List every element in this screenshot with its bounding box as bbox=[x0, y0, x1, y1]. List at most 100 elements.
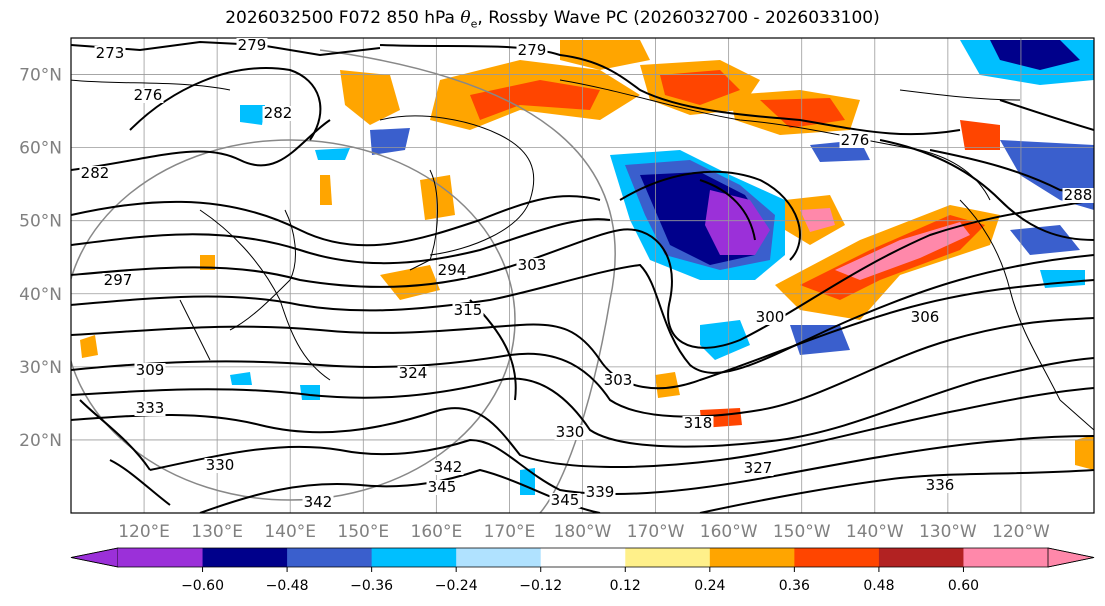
latitude-label: 30°N bbox=[19, 358, 62, 378]
contour-label-bg bbox=[452, 303, 484, 318]
longitude-label: 160°W bbox=[700, 522, 758, 542]
contour-label-bg bbox=[236, 38, 268, 53]
longitude-label: 130°E bbox=[191, 522, 243, 542]
colorbar-segment bbox=[202, 548, 288, 567]
contour-label: 345 bbox=[428, 478, 457, 496]
colorbar-segment bbox=[625, 548, 711, 567]
longitude-label: 150°W bbox=[773, 522, 831, 542]
colorbar-tick-label: −0.12 bbox=[519, 578, 562, 594]
contour-label-bg bbox=[134, 363, 166, 378]
longitude-label: 160°E bbox=[411, 522, 463, 542]
contour-label-bg bbox=[682, 416, 714, 431]
contour-label-bg bbox=[909, 310, 941, 325]
contour-label: 342 bbox=[304, 493, 333, 511]
map-frame bbox=[70, 37, 1095, 514]
contour-label: 294 bbox=[438, 261, 467, 279]
contour-label: 303 bbox=[518, 256, 547, 274]
contour-label-bg bbox=[94, 46, 126, 61]
colorbar-extend-low bbox=[70, 547, 119, 568]
longitude-label: 120°W bbox=[992, 522, 1050, 542]
contour-label: 330 bbox=[206, 456, 235, 474]
contour-label-bg bbox=[302, 495, 334, 510]
colorbar-tick-label: 0.12 bbox=[610, 578, 641, 594]
longitude-label: 170°E bbox=[484, 522, 536, 542]
colorbar-segment bbox=[709, 548, 795, 567]
contour-label-bg bbox=[436, 263, 468, 278]
contour-label: 345 bbox=[551, 491, 580, 509]
contour-label-bg bbox=[432, 460, 464, 475]
contour-label-bg bbox=[1062, 188, 1094, 203]
contour-label: 282 bbox=[264, 104, 293, 122]
contour-label-bg bbox=[516, 43, 548, 58]
longitude-label: 180°W bbox=[554, 522, 612, 542]
contour-label: 300 bbox=[756, 308, 785, 326]
longitude-label: 170°W bbox=[627, 522, 685, 542]
contour-label-bg bbox=[602, 373, 634, 388]
contour-label: 318 bbox=[684, 414, 713, 432]
contour-label-bg bbox=[742, 461, 774, 476]
contour-labels: 273 279 276 282 279 276 282 288 294 303 297 315 306 3… bbox=[79, 36, 1094, 511]
colorbar-segment bbox=[371, 548, 457, 567]
colorbar-outline bbox=[70, 547, 1095, 568]
latitude-label: 50°N bbox=[19, 212, 62, 232]
colorbar-tick-label: −0.60 bbox=[181, 578, 224, 594]
contour-label: 297 bbox=[104, 271, 133, 289]
graticule bbox=[71, 38, 1094, 513]
coastlines bbox=[71, 79, 1094, 431]
contour-label-bg bbox=[554, 425, 586, 440]
colorbar-segment bbox=[540, 548, 626, 567]
contour-label: 342 bbox=[434, 458, 463, 476]
colorbar-segment bbox=[963, 548, 1049, 567]
colorbar-tick-label: −0.36 bbox=[350, 578, 393, 594]
colorbar-segment bbox=[878, 548, 964, 567]
contour-label: 273 bbox=[96, 44, 125, 62]
longitude-label: 140°W bbox=[846, 522, 904, 542]
latitude-label: 60°N bbox=[19, 139, 62, 159]
longitude-label: 150°E bbox=[337, 522, 389, 542]
contour-label: 309 bbox=[136, 361, 165, 379]
contour-label: 303 bbox=[604, 371, 633, 389]
contour-label-bg bbox=[549, 493, 581, 508]
contour-label: 288 bbox=[1064, 186, 1093, 204]
longitude-labels: 120°E 130°E 140°E 150°E 160°E 170°E 180°W 170°W… bbox=[118, 522, 1050, 542]
contour-label: 324 bbox=[399, 364, 428, 382]
latitude-label: 20°N bbox=[19, 431, 62, 451]
longitude-label: 140°E bbox=[264, 522, 316, 542]
contour-label: 336 bbox=[926, 476, 955, 494]
contour-label-bg bbox=[924, 478, 956, 493]
contour-label-bg bbox=[584, 485, 616, 500]
map-plot-area bbox=[71, 38, 1094, 513]
latitude-labels: 70°N 60°N 50°N 40°N 30°N 20°N bbox=[19, 66, 62, 451]
contour-label-bg bbox=[134, 401, 166, 416]
colorbar-segment bbox=[287, 548, 373, 567]
contour-label-bg bbox=[132, 88, 164, 103]
theta-e-contours bbox=[71, 40, 1094, 513]
colorbar-segment bbox=[456, 548, 542, 567]
contour-label: 306 bbox=[911, 308, 940, 326]
colorbar-tick-label: 0.48 bbox=[863, 578, 894, 594]
colorbar-tick-label: 0.60 bbox=[948, 578, 979, 594]
contour-label: 339 bbox=[586, 483, 615, 501]
contour-label: 279 bbox=[518, 41, 547, 59]
contour-label: 327 bbox=[744, 459, 773, 477]
longitude-label: 130°W bbox=[919, 522, 977, 542]
colorbar-tick-label: −0.48 bbox=[266, 578, 309, 594]
contour-label: 315 bbox=[454, 301, 483, 319]
colorbar-segment bbox=[794, 548, 880, 567]
contour-label: 330 bbox=[556, 423, 585, 441]
contour-label-bg bbox=[79, 166, 111, 181]
longitude-label: 120°E bbox=[118, 522, 170, 542]
contour-label-bg bbox=[426, 480, 458, 495]
colorbar-tick-label: −0.24 bbox=[435, 578, 478, 594]
contour-label: 276 bbox=[841, 131, 870, 149]
latitude-label: 70°N bbox=[19, 66, 62, 86]
contour-label: 333 bbox=[136, 399, 165, 417]
colorbar-tick-label: 0.24 bbox=[694, 578, 725, 594]
contour-label: 276 bbox=[134, 86, 163, 104]
contour-label-bg bbox=[397, 366, 429, 381]
contour-label-bg bbox=[102, 273, 134, 288]
contour-label-bg bbox=[839, 133, 871, 148]
contour-label: 282 bbox=[81, 164, 110, 182]
colorbar-segment bbox=[118, 548, 204, 567]
